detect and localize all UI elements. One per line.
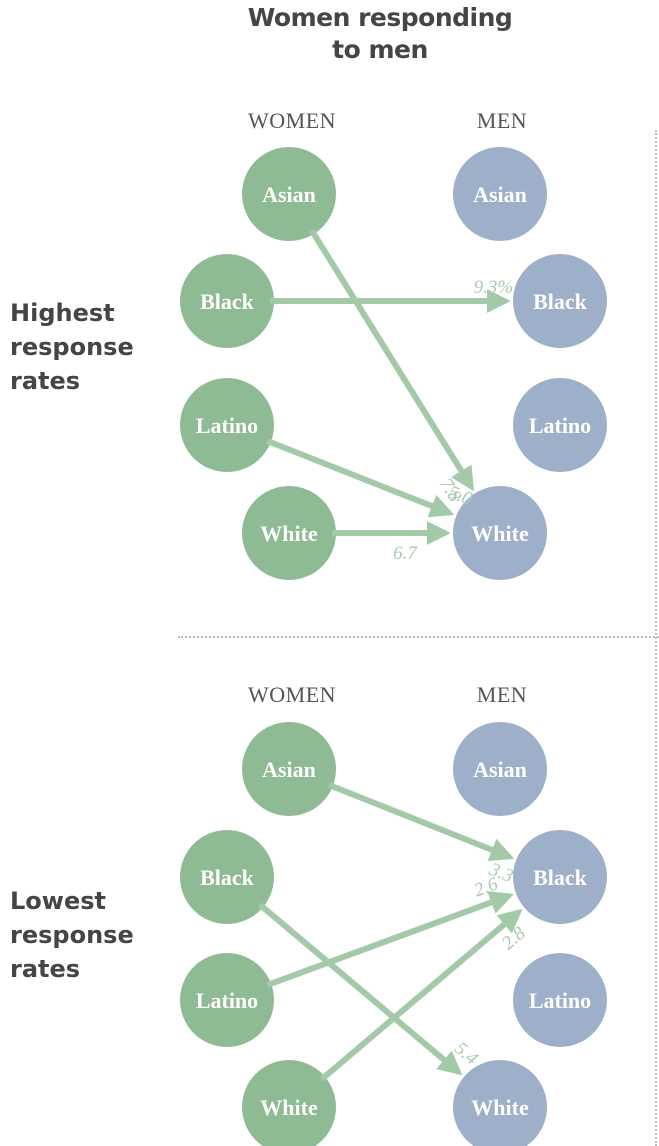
panel-label-line: rates	[10, 367, 81, 395]
node-circle	[242, 722, 336, 816]
node-circle	[180, 953, 274, 1047]
node-circle	[513, 378, 607, 472]
panel-label-line: rates	[10, 955, 81, 983]
women-node-black: Black	[180, 254, 274, 348]
column-header-women: WOMEN	[247, 108, 337, 133]
node-label: Asian	[473, 182, 527, 207]
node-label: White	[471, 521, 529, 546]
node-label: White	[471, 1095, 529, 1120]
vertical-divider	[655, 130, 657, 1146]
flow-value-label: 6.7	[393, 543, 418, 564]
node-label: Latino	[196, 988, 258, 1013]
panel-label-line: response	[10, 921, 134, 949]
flow-arrow	[327, 782, 515, 862]
node-label: Asian	[473, 757, 527, 782]
node-circle	[453, 1060, 547, 1146]
flow-arrow	[309, 228, 475, 492]
women-node-white: White	[242, 1060, 336, 1146]
flow-value-label: 5.4	[450, 1038, 482, 1070]
node-label: White	[260, 521, 318, 546]
women-node-black: Black	[180, 830, 274, 924]
node-label: Black	[533, 865, 588, 890]
flow-arrow	[265, 438, 455, 518]
node-circle	[453, 147, 547, 241]
panel-label-line: Lowest	[10, 887, 106, 915]
node-label: Black	[200, 865, 255, 890]
title-line-1: Women responding	[247, 3, 513, 32]
node-circle	[513, 830, 607, 924]
node-circle	[180, 830, 274, 924]
men-node-black: Black	[513, 254, 607, 348]
column-header-men: MEN	[476, 108, 528, 133]
node-label: White	[260, 1095, 318, 1120]
node-circle	[180, 254, 274, 348]
panel-label-lowest: Lowest response rates	[10, 884, 134, 986]
arrows-layer: 3.32.62.85.4	[257, 782, 530, 1082]
panel-label-line: Highest	[10, 299, 115, 327]
node-circle	[453, 722, 547, 816]
node-label: Asian	[262, 182, 316, 207]
flow-value-label: 9.3%	[474, 277, 514, 298]
node-circle	[242, 147, 336, 241]
node-circle	[242, 486, 336, 580]
title-line-2: to men	[332, 35, 428, 64]
nodes-layer: Asian Black Latino White Asian Black Latino Whi…	[180, 147, 607, 580]
node-circle	[513, 953, 607, 1047]
women-node-white: White	[242, 486, 336, 580]
flow-arrow	[266, 891, 514, 988]
node-label: Black	[533, 289, 588, 314]
men-node-asian: Asian	[453, 722, 547, 816]
panel-label-highest: Highest response rates	[10, 296, 134, 398]
node-circle	[453, 486, 547, 580]
arrows-layer: 9.3%7.85.06.7	[265, 228, 514, 564]
nodes-layer: Asian Black Latino White Asian Black Latino Whi…	[180, 722, 607, 1146]
men-node-asian: Asian	[453, 147, 547, 241]
men-node-latino: Latino	[513, 378, 607, 472]
node-circle	[242, 1060, 336, 1146]
panel-label-line: response	[10, 333, 134, 361]
node-label: Black	[200, 289, 255, 314]
column-header-men: MEN	[476, 682, 528, 707]
flow-arrow	[319, 908, 523, 1082]
men-node-white: White	[453, 486, 547, 580]
node-circle	[513, 254, 607, 348]
chart-title: Women responding to men	[200, 2, 560, 66]
node-label: Latino	[529, 988, 591, 1013]
women-node-asian: Asian	[242, 147, 336, 241]
women-node-asian: Asian	[242, 722, 336, 816]
women-node-latino: Latino	[180, 953, 274, 1047]
column-header-women: WOMEN	[247, 682, 337, 707]
women-node-latino: Latino	[180, 378, 274, 472]
node-label: Latino	[196, 413, 258, 438]
node-label: Asian	[262, 757, 316, 782]
node-label: Latino	[529, 413, 591, 438]
horizontal-divider	[178, 636, 659, 638]
node-circle	[180, 378, 274, 472]
men-node-white: White	[453, 1060, 547, 1146]
men-node-latino: Latino	[513, 953, 607, 1047]
men-node-black: Black	[513, 830, 607, 924]
flow-arrow	[257, 902, 463, 1076]
